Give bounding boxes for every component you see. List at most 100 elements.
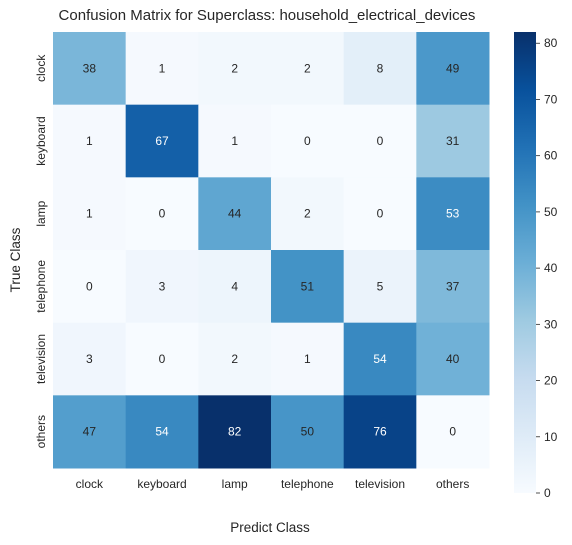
colorbar-tick-label: 10 [544, 430, 558, 444]
colorbar-tick-label: 50 [544, 205, 558, 219]
x-tick-label: lamp [222, 477, 248, 491]
cell-value-label: 4 [231, 279, 238, 293]
x-tick-label: telephone [281, 477, 334, 491]
cell-value-label: 37 [446, 279, 460, 293]
heatmap-cell [125, 395, 199, 469]
heatmap-cell [416, 395, 490, 469]
heatmap-cell [271, 177, 345, 251]
heatmap-cell [271, 104, 345, 178]
heatmap-cell [125, 250, 199, 324]
cell-value-label: 0 [86, 279, 93, 293]
colorbar-tick-label: 60 [544, 149, 558, 163]
heatmap-cell [343, 104, 417, 178]
cell-value-label: 0 [377, 207, 384, 221]
colorbar-tick-label: 0 [544, 486, 551, 500]
heatmap-cell [53, 177, 127, 251]
colorbar-tick-label: 80 [544, 36, 558, 50]
heatmap-cell [416, 250, 490, 324]
cell-value-label: 67 [155, 134, 169, 148]
heatmap-cell [271, 32, 345, 106]
cell-value-label: 50 [301, 425, 315, 439]
cell-value-label: 1 [304, 352, 311, 366]
cell-value-label: 53 [446, 207, 460, 221]
heatmap-cell [271, 322, 345, 396]
cell-value-label: 1 [231, 134, 238, 148]
heatmap-cell [125, 104, 199, 178]
y-tick-label: telephone [34, 260, 48, 313]
y-tick-label: clock [34, 54, 48, 82]
cell-value-label: 49 [446, 61, 460, 75]
heatmap-cell [271, 395, 345, 469]
x-axis-title: Predict Class [230, 520, 310, 535]
cell-value-label: 2 [304, 61, 311, 75]
cell-value-label: 3 [159, 279, 166, 293]
colorbar-tick-label: 30 [544, 317, 558, 331]
cell-value-label: 2 [231, 61, 238, 75]
heatmap-cell [343, 177, 417, 251]
cell-value-label: 38 [83, 61, 97, 75]
y-tick-label: others [34, 415, 48, 448]
cell-value-label: 0 [159, 352, 166, 366]
y-axis-ticks: clock keyboard lamp telephone television othe… [34, 54, 48, 449]
colorbar-tick-label: 70 [544, 92, 558, 106]
cell-value-label: 2 [231, 352, 238, 366]
cell-value-label: 8 [377, 61, 384, 75]
cell-value-label: 1 [86, 207, 93, 221]
heatmap-cell [198, 250, 272, 324]
heatmap-cell [198, 395, 272, 469]
colorbar [514, 32, 536, 493]
cell-value-label: 1 [86, 134, 93, 148]
chart-title: Confusion Matrix for Superclass: househo… [59, 7, 476, 24]
cell-value-label: 40 [446, 352, 460, 366]
cell-value-label: 1 [159, 61, 166, 75]
heatmap-cell [198, 32, 272, 106]
colorbar-ticks: 0 10 20 30 40 50 60 70 80 [536, 36, 558, 500]
heatmap-cell [125, 32, 199, 106]
heatmap-cell [53, 250, 127, 324]
cell-value-label: 82 [228, 425, 242, 439]
heatmap-cell [198, 177, 272, 251]
y-tick-label: lamp [34, 200, 48, 226]
cell-value-label: 5 [377, 279, 384, 293]
heatmap-cell [343, 250, 417, 324]
heatmap-cell [271, 250, 345, 324]
colorbar-tick-label: 20 [544, 374, 558, 388]
heatmap-cell [125, 177, 199, 251]
cell-value-label: 2 [304, 207, 311, 221]
cell-value-label: 31 [446, 134, 460, 148]
heatmap-cell [343, 322, 417, 396]
y-tick-label: keyboard [34, 116, 48, 165]
x-tick-label: keyboard [137, 477, 186, 491]
heatmap-cell [416, 104, 490, 178]
heatmap-cell [343, 32, 417, 106]
cell-value-label: 0 [377, 134, 384, 148]
cell-value-label: 76 [373, 425, 387, 439]
x-tick-label: clock [76, 477, 104, 491]
cell-value-label: 0 [159, 207, 166, 221]
cell-value-label: 44 [228, 207, 242, 221]
heatmap-cell [53, 32, 127, 106]
heatmap-cell [125, 322, 199, 396]
y-axis-title: True Class [8, 227, 23, 292]
cell-value-label: 54 [155, 425, 169, 439]
heatmap-cell [198, 104, 272, 178]
heatmap-cell [343, 395, 417, 469]
heatmap-cell [416, 177, 490, 251]
heatmap-cell [416, 32, 490, 106]
x-tick-label: television [355, 477, 405, 491]
cell-value-label: 3 [86, 352, 93, 366]
heatmap-cells: 38 1 2 2 8 49 1 67 1 0 0 31 1 0 44 2 0 53 0 3 4 51 5 37 3 0 2 1 54 40… [53, 32, 490, 469]
x-tick-label: others [436, 477, 469, 491]
x-axis-ticks: clock keyboard lamp telephone television othe… [76, 477, 470, 491]
cell-value-label: 54 [373, 352, 387, 366]
heatmap-cell [53, 104, 127, 178]
cell-value-label: 0 [304, 134, 311, 148]
heatmap-cell [53, 322, 127, 396]
heatmap-cell [198, 322, 272, 396]
cell-value-label: 51 [301, 279, 315, 293]
y-tick-label: television [34, 334, 48, 384]
cell-value-label: 47 [83, 425, 97, 439]
heatmap-cell [416, 322, 490, 396]
colorbar-tick-label: 40 [544, 261, 558, 275]
